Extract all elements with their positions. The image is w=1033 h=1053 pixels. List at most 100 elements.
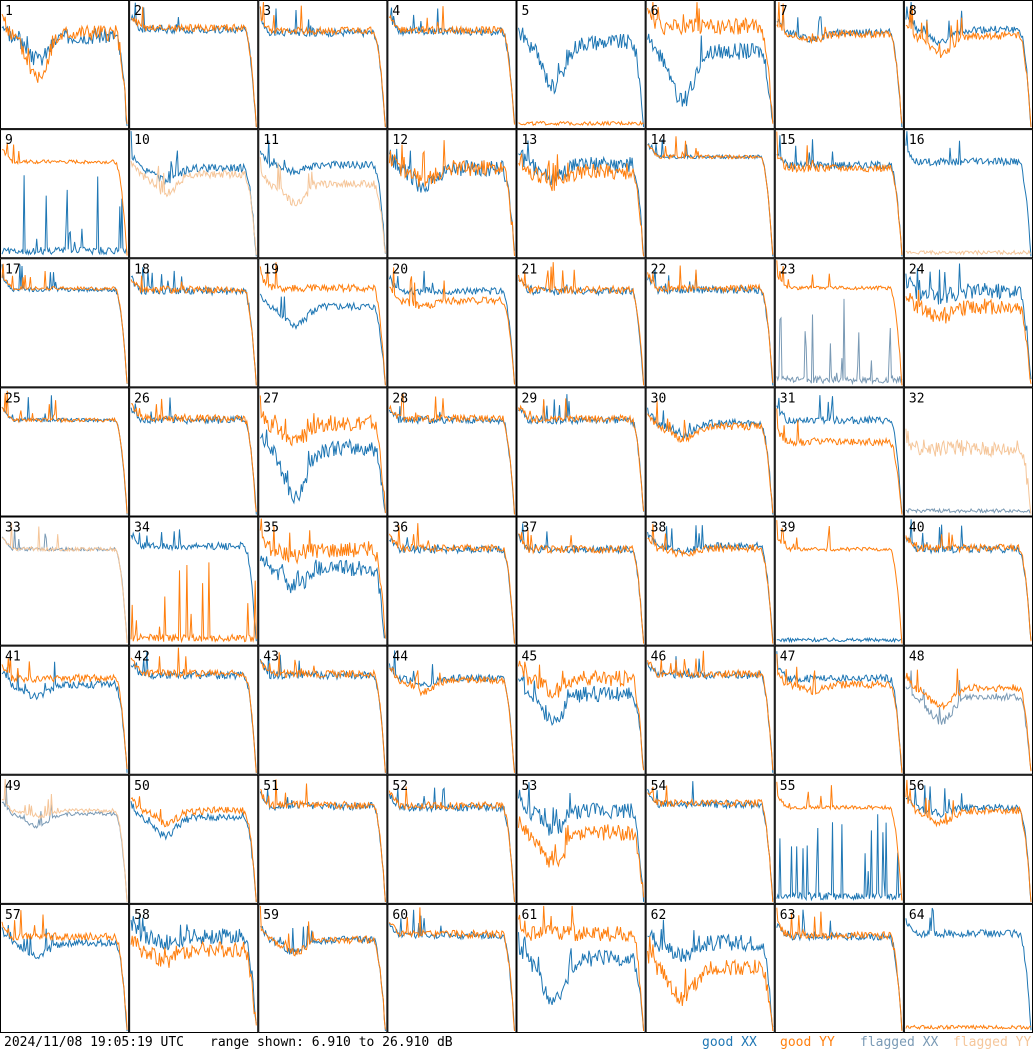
- series-yy-line: [260, 779, 386, 902]
- series-xx-line: [1, 924, 128, 1032]
- series-yy-line: [905, 532, 1032, 642]
- panel-label: 27: [263, 391, 279, 406]
- panel-62: 62: [645, 903, 775, 1033]
- panel-label: 28: [392, 391, 408, 406]
- panel-label: 54: [651, 779, 667, 794]
- panel-5: 5: [516, 0, 646, 130]
- panel-frame: [774, 516, 904, 646]
- panel-49: 49: [0, 774, 130, 904]
- panel-14: 14: [645, 129, 775, 259]
- panel-6: 6: [645, 0, 775, 130]
- series-yy-line: [518, 905, 645, 1032]
- panel-13: 13: [516, 129, 646, 259]
- series-xx-line: [259, 140, 386, 254]
- panel-frame: [903, 0, 1033, 130]
- panel-34: 34: [129, 516, 259, 646]
- panel-29: 29: [516, 387, 646, 517]
- panel-56: 56: [903, 774, 1033, 904]
- panel-label: 33: [5, 521, 21, 536]
- series-yy-line: [259, 905, 386, 1030]
- panel-frame: [645, 774, 775, 904]
- series-yy-line: [518, 262, 645, 386]
- panel-frame: [516, 129, 646, 259]
- panel-label: 63: [780, 908, 796, 923]
- panel-17: 17: [0, 258, 130, 388]
- panel-58: 58: [129, 903, 259, 1033]
- series-yy-line: [388, 6, 515, 125]
- series-xx-line: [1, 784, 128, 902]
- panel-frame: [645, 129, 775, 259]
- panel-frame: [129, 903, 259, 1033]
- panel-label: 11: [263, 133, 279, 148]
- series-xx-line: [388, 406, 515, 515]
- panel-frame: [774, 0, 904, 130]
- series-yy-line: [518, 529, 645, 644]
- panel-53: 53: [516, 774, 646, 904]
- series-xx-line: [905, 670, 1032, 771]
- panel-44: 44: [387, 645, 517, 775]
- panel-2: 2: [129, 0, 259, 130]
- panel-label: 57: [5, 908, 21, 923]
- panel-label: 13: [522, 133, 538, 148]
- panel-frame: [258, 645, 388, 775]
- series-yy-line: [259, 518, 386, 639]
- footer: 2024/11/08 19:05:19 UTC range shown: 6.9…: [0, 1033, 1033, 1053]
- panel-frame: [129, 516, 259, 646]
- panel-37: 37: [516, 516, 646, 646]
- panel-label: 17: [5, 262, 21, 277]
- series-xx-line: [130, 529, 257, 642]
- panel-43: 43: [258, 645, 388, 775]
- series-yy-line: [518, 153, 645, 257]
- panel-label: 30: [651, 391, 667, 406]
- series-yy-line: [647, 523, 774, 644]
- series-yy-line: [905, 779, 1032, 902]
- panel-label: 7: [780, 4, 788, 19]
- series-yy-line: [1, 910, 128, 1030]
- panel-frame: [774, 129, 904, 259]
- panel-label: 47: [780, 650, 796, 665]
- series-xx-line: [905, 507, 1032, 514]
- panel-8: 8: [903, 0, 1033, 130]
- panel-frame: [0, 0, 130, 130]
- panel-frame: [903, 516, 1033, 646]
- panel-label: 39: [780, 521, 796, 536]
- panel-frame: [387, 774, 517, 904]
- series-xx-line: [260, 925, 386, 1032]
- panel-label: 2: [134, 4, 142, 19]
- series-yy-line: [518, 398, 645, 512]
- panel-frame: [258, 774, 388, 904]
- series-yy-line: [388, 140, 515, 256]
- panel-label: 51: [263, 779, 279, 794]
- panel-label: 29: [522, 391, 538, 406]
- panel-label: 61: [522, 908, 538, 923]
- series-yy-line: [259, 157, 386, 254]
- panel-frame: [903, 129, 1033, 259]
- panel-54: 54: [645, 774, 775, 904]
- series-yy-line: [518, 816, 645, 898]
- panel-label: 55: [780, 779, 796, 794]
- series-yy-line: [1, 390, 128, 514]
- panel-frame: [516, 258, 646, 388]
- series-yy-line: [259, 1, 386, 128]
- panel-frame: [0, 387, 130, 517]
- series-xx-line: [518, 394, 645, 512]
- panel-frame: [903, 774, 1033, 904]
- series-yy-line: [647, 785, 774, 902]
- panel-63: 63: [774, 903, 904, 1033]
- panel-frame: [903, 645, 1033, 775]
- panel-32: 32: [903, 387, 1033, 517]
- panel-frame: [903, 903, 1033, 1033]
- panel-21: 21: [516, 258, 646, 388]
- series-xx-line: [518, 140, 645, 257]
- series-yy-line: [518, 660, 645, 771]
- series-yy-line: [647, 936, 774, 1032]
- panel-label: 12: [392, 133, 408, 148]
- series-yy-line: [647, 1, 774, 124]
- panel-label: 56: [909, 779, 925, 794]
- panel-label: 59: [263, 908, 279, 923]
- series-xx-line: [259, 429, 386, 513]
- panel-label: 3: [263, 4, 271, 19]
- panel-frame: [903, 387, 1033, 517]
- series-yy-line: [130, 160, 257, 256]
- series-yy-line: [130, 562, 257, 644]
